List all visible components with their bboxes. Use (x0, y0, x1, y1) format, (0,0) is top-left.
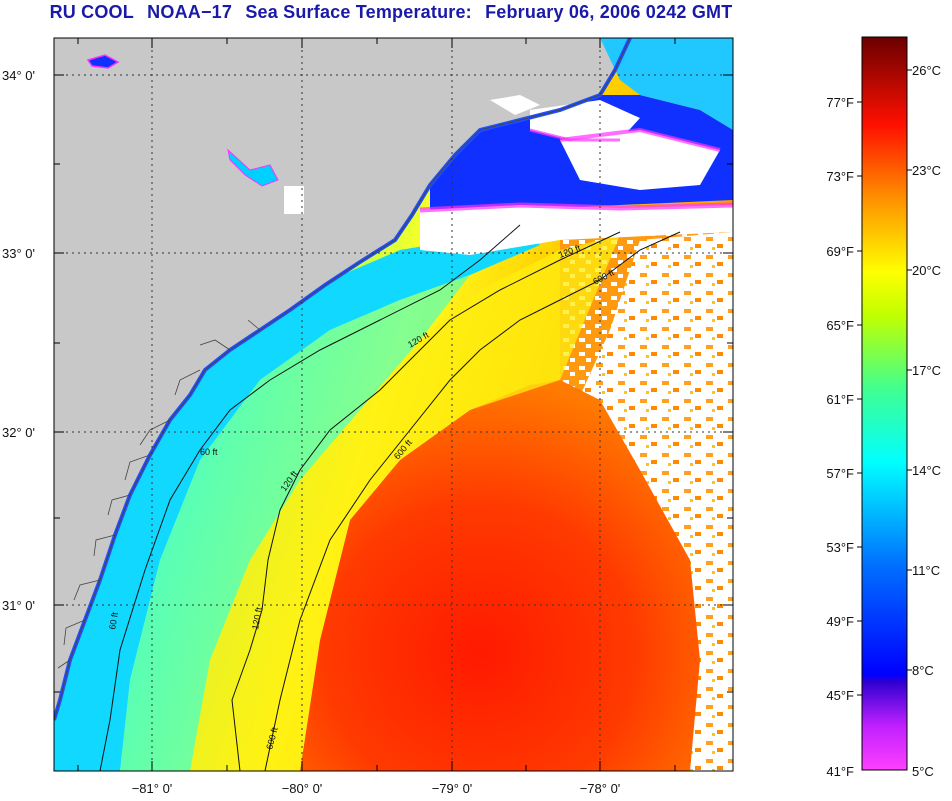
cb-c-26: 26°C (912, 63, 941, 78)
north-cloud-4 (490, 95, 540, 115)
coastal-cold-water (54, 230, 540, 771)
cb-f-45: 45°F (826, 688, 854, 703)
title-satellite: NOAA−17 (147, 2, 233, 22)
cloud-edge (559, 127, 721, 152)
contour-120ft (231, 231, 621, 771)
contour-label-60b: 60 ft (107, 611, 120, 630)
north-cloud-2 (560, 130, 720, 190)
colorbar-celsius-labels: 26°C 23°C 20°C 17°C 14°C 11°C 8°C 5°C (912, 63, 941, 779)
inland-river (227, 148, 279, 187)
cb-f-73: 73°F (826, 169, 854, 184)
northern-cyan-shelf (600, 38, 733, 130)
lat-label-31: 31° 0' (2, 598, 35, 613)
cb-c-14: 14°C (912, 463, 941, 478)
colorbar-fahrenheit-labels: 77°F 73°F 69°F 65°F 61°F 57°F 53°F 49°F … (826, 95, 854, 779)
north-cloud-3 (420, 205, 733, 255)
lon-label-81: −81° 0' (132, 781, 173, 796)
contour-60ft (99, 224, 521, 771)
sst-image: 60 ft 60 ft 120 ft 120 ft 120 ft 120 ft … (54, 38, 733, 771)
estuaries (57, 319, 261, 669)
title-org: RU COOL (49, 2, 134, 22)
cb-f-65: 65°F (826, 318, 854, 333)
lon-label-80: −80° 0' (282, 781, 323, 796)
inland-lake (86, 54, 120, 69)
lat-label-34: 34° 0' (2, 68, 35, 83)
title-product: Sea Surface Temperature: (245, 2, 472, 22)
contour-label-60: 60 ft (200, 447, 218, 457)
cb-f-57: 57°F (826, 466, 854, 481)
lon-label-78: −78° 0' (580, 781, 621, 796)
cb-c-20: 20°C (912, 263, 941, 278)
inland-cloud (284, 186, 304, 214)
map-title: RU COOL NOAA−17 Sea Surface Temperature:… (0, 2, 790, 23)
colorbar (861, 36, 908, 771)
colorbar-ticks (857, 69, 912, 696)
cb-f-61: 61°F (826, 392, 854, 407)
cb-c-17: 17°C (912, 363, 941, 378)
longitude-labels: −81° 0' −80° 0' −79° 0' −78° 0' (132, 781, 621, 796)
cb-f-53: 53°F (826, 540, 854, 555)
coastal-green-water (120, 275, 470, 771)
shelf-yellow-band (190, 235, 620, 771)
lat-label-32: 32° 0' (2, 425, 35, 440)
cb-f-49: 49°F (826, 614, 854, 629)
axis-ticks (54, 38, 733, 771)
map-frame (53, 37, 734, 772)
land (54, 38, 630, 720)
cb-f-77: 77°F (826, 95, 854, 110)
lon-label-79: −79° 0' (432, 781, 473, 796)
cb-f-41: 41°F (826, 764, 854, 779)
lat-label-33: 33° 0' (2, 246, 35, 261)
cb-c-5: 5°C (912, 764, 934, 779)
cb-c-23: 23°C (912, 163, 941, 178)
title-datetime: February 06, 2006 0242 GMT (485, 2, 733, 22)
cb-c-11: 11°C (912, 563, 940, 578)
cloud-edge (529, 128, 620, 142)
latitude-labels: 34° 0' 33° 0' 32° 0' 31° 0' (2, 68, 35, 613)
graticule (54, 38, 733, 771)
cb-c-8: 8°C (912, 663, 934, 678)
coastline-outline (54, 38, 631, 721)
cb-f-69: 69°F (826, 244, 854, 259)
contour-label-120d: 120 ft (250, 606, 264, 630)
cloud-edge (419, 202, 733, 213)
